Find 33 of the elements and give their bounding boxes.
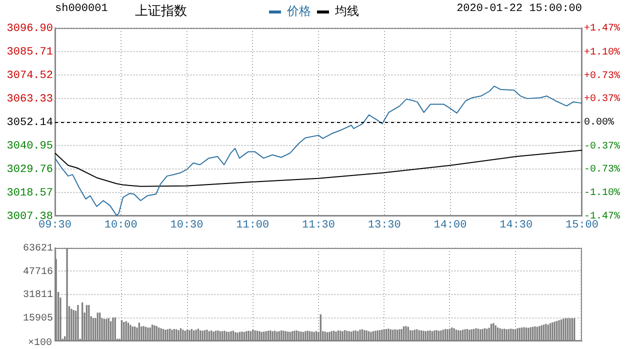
y-tick-label: 3085.71	[6, 46, 54, 58]
y-tick-label: 3052.14	[6, 116, 54, 129]
x-tick-label: 11:00	[236, 220, 270, 232]
y-tick-label: 3063.33	[6, 93, 53, 106]
y-tick-label: 63621	[22, 244, 53, 255]
y-tick-label: 3040.95	[6, 140, 53, 152]
y2-tick-label: -0.73%	[584, 164, 620, 176]
y-axis-title: ×100	[28, 338, 52, 349]
text: 2020-01-22 15:00:00	[456, 3, 582, 15]
y-tick-label: 3074.52	[6, 70, 53, 82]
chart-title: 上证指数	[135, 3, 187, 20]
y2-tick-label: +1.10%	[584, 47, 620, 58]
y-tick-label: 3018.57	[6, 187, 53, 200]
y2-tick-label: 0.00%	[584, 118, 614, 129]
x-tick-label: 14:00	[434, 220, 467, 232]
x-tick-label: 10:30	[170, 220, 204, 232]
legend-label: 价格	[286, 4, 311, 18]
x-tick-label: 11:30	[302, 220, 336, 232]
y-tick-label: 3029.76	[6, 164, 53, 176]
x-tick-label: 14:30	[500, 220, 533, 232]
y2-tick-label: -0.37%	[584, 141, 620, 152]
y2-tick-label: +0.73%	[584, 70, 620, 82]
x-tick-label: 13:30	[368, 220, 401, 232]
y2-tick-label: +1.47%	[584, 24, 620, 35]
y-tick-label: 31811	[22, 290, 53, 302]
y-tick-label: 15905	[22, 313, 53, 324]
legend-label: 均线	[334, 4, 359, 18]
x-tick-label: 10:00	[104, 220, 138, 232]
y-tick-label: 47716	[22, 266, 53, 278]
y2-tick-label: -1.10%	[584, 188, 620, 199]
y-tick-label: 3096.90	[6, 22, 53, 35]
y2-tick-label: +0.37%	[584, 94, 620, 105]
chart-subtitle: sh000001	[55, 3, 108, 15]
